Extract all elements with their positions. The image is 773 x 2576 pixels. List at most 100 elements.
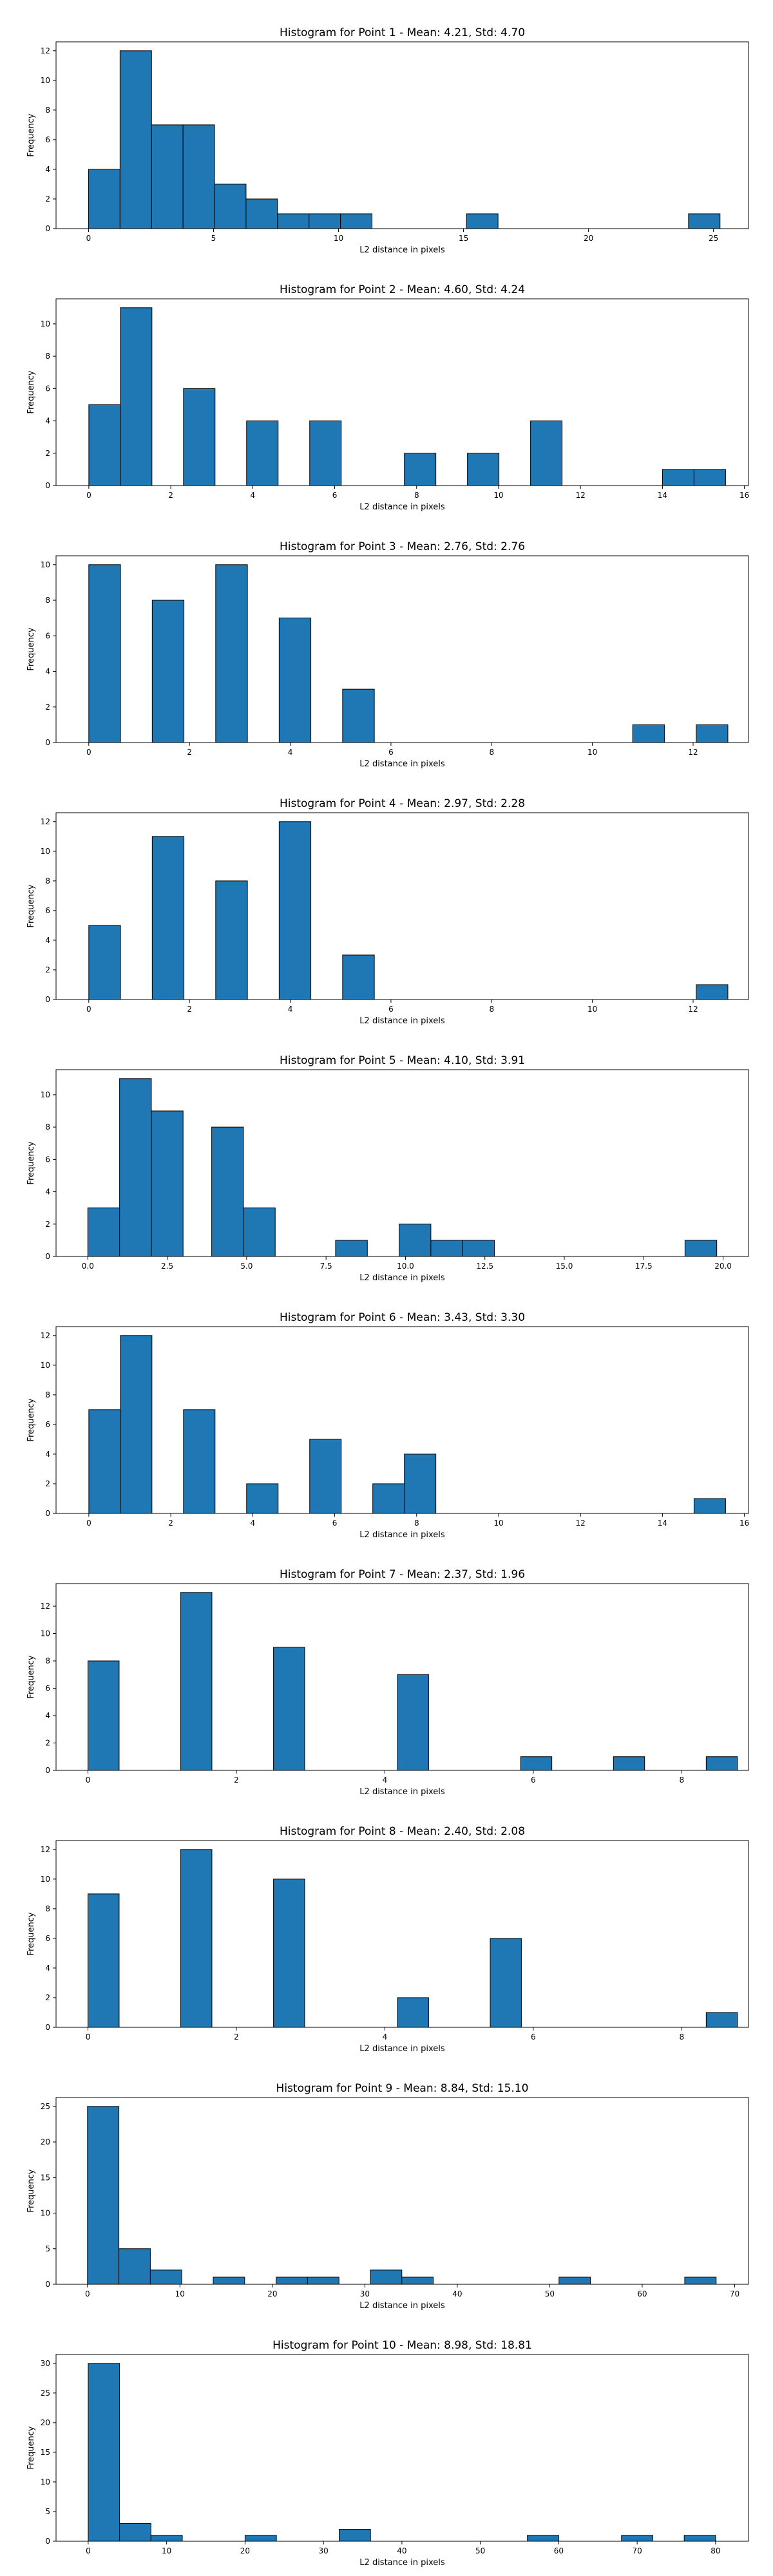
chart-title: Histogram for Point 5 - Mean: 4.10, Std:… bbox=[280, 1054, 525, 1067]
y-tick-label: 5 bbox=[45, 2507, 50, 2516]
x-tick-label: 6 bbox=[531, 1776, 536, 1785]
histogram-bar bbox=[149, 2269, 182, 2285]
x-tick-label: 25 bbox=[709, 234, 718, 243]
histogram-chart-4: Histogram for Point 4 - Mean: 2.97, Std:… bbox=[26, 797, 749, 1026]
y-tick-label: 6 bbox=[45, 1155, 50, 1164]
histogram-bar bbox=[693, 1498, 726, 1514]
x-tick-label: 70 bbox=[730, 2289, 740, 2298]
histogram-bar bbox=[182, 124, 215, 229]
histogram-bar bbox=[88, 2363, 120, 2542]
y-tick-label: 8 bbox=[45, 596, 50, 605]
x-tick-label: 7.5 bbox=[320, 1262, 332, 1271]
x-tick-label: 0 bbox=[86, 2546, 91, 2555]
y-tick-label: 2 bbox=[45, 1993, 50, 2002]
histogram-bar bbox=[87, 2106, 120, 2285]
y-tick-label: 10 bbox=[41, 1629, 50, 1638]
y-axis-label: Frequency bbox=[26, 884, 36, 927]
histogram-bar bbox=[180, 1592, 213, 1771]
x-tick-label: 2 bbox=[168, 1519, 173, 1528]
x-tick-label: 0.0 bbox=[82, 1262, 94, 1271]
y-tick-label: 8 bbox=[45, 1122, 50, 1132]
x-tick-label: 2.5 bbox=[161, 1262, 173, 1271]
y-axis-label: Frequency bbox=[26, 1655, 36, 1698]
histogram-bar bbox=[243, 1208, 276, 1257]
x-tick-label: 6 bbox=[388, 1005, 394, 1014]
x-axis-label: L2 distance in pixels bbox=[359, 245, 445, 255]
histogram-bar bbox=[151, 836, 185, 1000]
y-tick-label: 10 bbox=[41, 2209, 50, 2218]
histogram-bar bbox=[215, 880, 248, 1000]
histogram-bar bbox=[246, 421, 279, 486]
x-tick-label: 5 bbox=[211, 234, 216, 243]
histogram-bar bbox=[397, 1997, 429, 2028]
x-tick-label: 30 bbox=[360, 2289, 370, 2298]
histogram-bar bbox=[520, 1756, 553, 1771]
x-tick-label: 12 bbox=[576, 491, 586, 500]
histogram-bar bbox=[397, 1674, 429, 1771]
histogram-bar bbox=[88, 1409, 121, 1514]
x-tick-label: 12 bbox=[576, 1519, 586, 1528]
y-tick-label: 2 bbox=[45, 1479, 50, 1488]
plot-frame bbox=[55, 298, 749, 486]
x-tick-label: 60 bbox=[637, 2289, 647, 2298]
y-tick-label: 4 bbox=[45, 1964, 50, 1973]
x-tick-label: 5.0 bbox=[240, 1262, 253, 1271]
x-axis-label: L2 distance in pixels bbox=[359, 759, 445, 769]
histogram-bar bbox=[215, 564, 248, 743]
x-tick-label: 0 bbox=[86, 1005, 91, 1014]
y-tick-label: 25 bbox=[41, 2389, 50, 2398]
y-tick-label: 30 bbox=[41, 2359, 50, 2368]
y-tick-label: 12 bbox=[41, 1331, 50, 1340]
histogram-bar bbox=[684, 2277, 717, 2285]
chart-title: Histogram for Point 4 - Mean: 2.97, Std:… bbox=[280, 797, 525, 810]
histogram-bar bbox=[120, 1335, 153, 1514]
histogram-bar bbox=[684, 1240, 718, 1257]
x-tick-label: 50 bbox=[475, 2546, 485, 2555]
histogram-bar bbox=[214, 184, 247, 229]
histogram-bar bbox=[705, 2012, 738, 2028]
y-tick-label: 4 bbox=[45, 417, 50, 426]
y-tick-label: 4 bbox=[45, 1188, 50, 1197]
chart-title: Histogram for Point 2 - Mean: 4.60, Std:… bbox=[280, 283, 525, 296]
y-axis-label: Frequency bbox=[26, 2169, 36, 2212]
histogram-chart-1: Histogram for Point 1 - Mean: 4.21, Std:… bbox=[26, 26, 749, 255]
plot-frame bbox=[55, 41, 749, 229]
x-tick-label: 40 bbox=[397, 2546, 406, 2555]
x-tick-label: 17.5 bbox=[635, 1262, 653, 1271]
histogram-bar bbox=[273, 1647, 305, 1771]
y-tick-label: 6 bbox=[45, 906, 50, 915]
histogram-bar bbox=[342, 954, 375, 1000]
x-tick-label: 12 bbox=[688, 748, 698, 757]
y-tick-label: 0 bbox=[45, 995, 50, 1004]
x-axis-label: L2 distance in pixels bbox=[359, 1273, 445, 1283]
y-tick-label: 4 bbox=[45, 936, 50, 945]
y-tick-label: 0 bbox=[45, 224, 50, 233]
x-tick-label: 8 bbox=[489, 1005, 494, 1014]
histogram-bar bbox=[404, 453, 437, 486]
x-tick-label: 0 bbox=[86, 748, 91, 757]
histogram-bar bbox=[87, 1208, 120, 1257]
histogram-bar bbox=[88, 404, 121, 486]
y-tick-label: 20 bbox=[41, 2137, 50, 2146]
x-tick-label: 0 bbox=[85, 2289, 90, 2298]
histogram-bar bbox=[490, 1938, 522, 2028]
plot-frame bbox=[55, 2354, 749, 2542]
y-tick-label: 10 bbox=[41, 2477, 50, 2486]
x-tick-label: 4 bbox=[383, 2032, 388, 2041]
y-tick-label: 12 bbox=[41, 1602, 50, 1611]
x-tick-label: 16 bbox=[740, 491, 749, 500]
y-axis-label: Frequency bbox=[26, 370, 36, 413]
y-tick-label: 8 bbox=[45, 1904, 50, 1913]
y-tick-label: 6 bbox=[45, 1420, 50, 1429]
x-tick-label: 6 bbox=[531, 2032, 536, 2041]
y-axis-label: Frequency bbox=[26, 1398, 36, 1441]
y-tick-label: 8 bbox=[45, 352, 50, 361]
histogram-chart-3: Histogram for Point 3 - Mean: 2.76, Std:… bbox=[26, 540, 749, 769]
x-tick-label: 0 bbox=[86, 2032, 91, 2041]
x-axis-label: L2 distance in pixels bbox=[359, 2558, 445, 2568]
plot-frame bbox=[55, 1583, 749, 1771]
histogram-bar bbox=[340, 213, 373, 229]
x-tick-label: 0 bbox=[86, 234, 91, 243]
y-tick-label: 2 bbox=[45, 703, 50, 712]
